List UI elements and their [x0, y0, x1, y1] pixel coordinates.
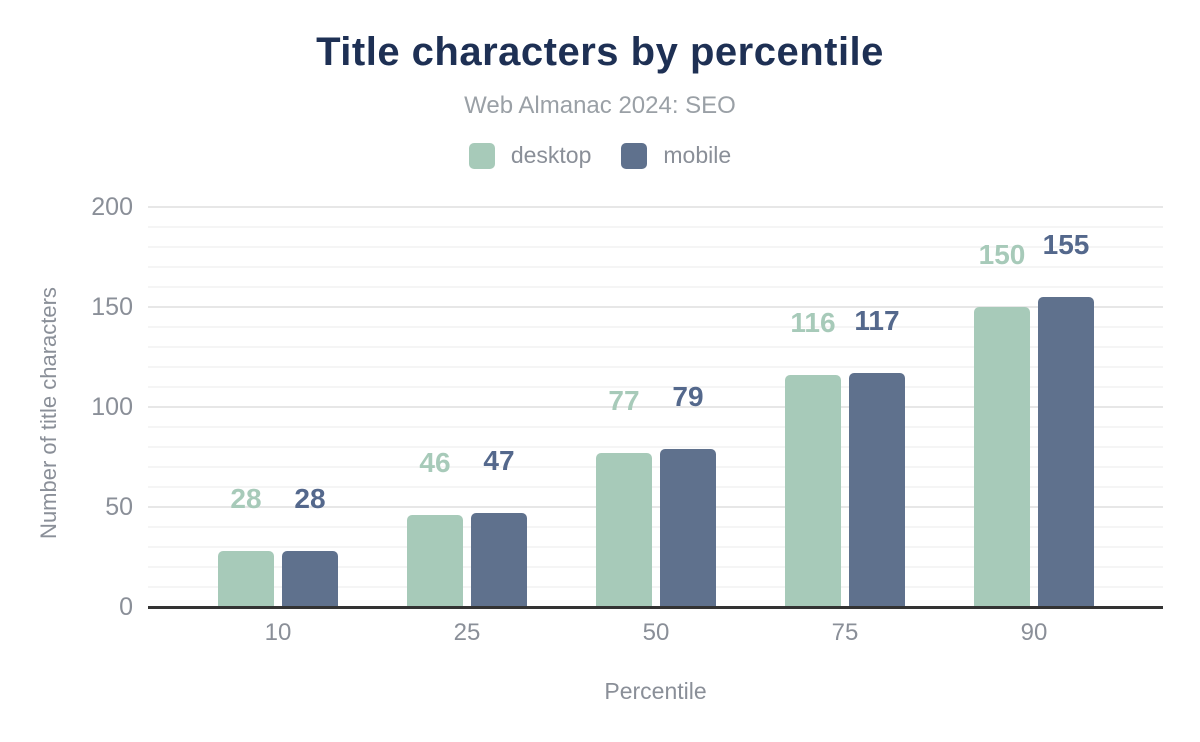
- y-tick-label-0: 0: [119, 593, 133, 621]
- minor-gridline-160: [148, 286, 1163, 288]
- bar-label-desktop-25: 46: [419, 447, 451, 478]
- bar-mobile-50: [660, 449, 716, 607]
- bar-label-mobile-50: 79: [672, 381, 704, 412]
- bar-desktop-10: [218, 551, 274, 607]
- minor-gridline-20: [148, 566, 1163, 568]
- bar-desktop-50: [596, 453, 652, 607]
- bar-label-mobile-25: 47: [483, 445, 515, 476]
- x-tick-label-75: 75: [831, 619, 859, 646]
- x-tick-label-10: 10: [264, 619, 292, 646]
- minor-gridline-170: [148, 266, 1163, 268]
- major-gridline-150: [148, 306, 1163, 308]
- bar-mobile-90: [1038, 297, 1094, 607]
- y-tick-label-200: 200: [91, 193, 133, 221]
- y-tick-label-50: 50: [105, 493, 133, 521]
- minor-gridline-60: [148, 486, 1163, 488]
- chart-subtitle: Web Almanac 2024: SEO: [464, 92, 736, 119]
- minor-gridline-120: [148, 366, 1163, 368]
- legend-item-desktop: desktop: [468, 142, 592, 169]
- x-axis-title: Percentile: [604, 678, 707, 704]
- plot-area: 28 28 10 46 47 25 77 79 50 116 117 75 150 155 90: [148, 200, 1163, 742]
- minor-gridline-180: [148, 246, 1163, 248]
- x-tick-label-90: 90: [1020, 619, 1048, 646]
- bar-desktop-75: [785, 375, 841, 607]
- bar-label-mobile-10: 28: [294, 483, 326, 514]
- minor-gridline-10: [148, 586, 1163, 588]
- bar-mobile-10: [282, 551, 338, 607]
- major-gridline-200: [148, 206, 1163, 208]
- bar-mobile-75: [849, 373, 905, 607]
- x-tick-label-25: 25: [453, 619, 481, 646]
- x-tick-label-50: 50: [642, 619, 670, 646]
- legend-swatch-desktop: [468, 142, 495, 169]
- bar-mobile-25: [471, 513, 527, 607]
- minor-gridline-80: [148, 446, 1163, 448]
- bar-label-mobile-75: 117: [854, 305, 900, 336]
- chart-legend: desktop mobile: [0, 142, 1200, 169]
- minor-gridline-190: [148, 226, 1163, 228]
- minor-gridline-30: [148, 546, 1163, 548]
- y-tick-label-150: 150: [91, 293, 133, 321]
- bar-label-desktop-10: 28: [230, 483, 262, 514]
- legend-swatch-mobile: [621, 142, 648, 169]
- major-gridline-100: [148, 406, 1163, 408]
- major-gridline-50: [148, 506, 1163, 508]
- bar-label-desktop-90: 150: [978, 239, 1026, 270]
- bar-label-desktop-50: 77: [608, 385, 640, 416]
- minor-gridline-140: [148, 326, 1163, 328]
- legend-label-mobile: mobile: [663, 142, 732, 168]
- minor-gridline-90: [148, 426, 1163, 428]
- bar-label-mobile-90: 155: [1042, 229, 1090, 260]
- minor-gridline-110: [148, 386, 1163, 388]
- legend-item-mobile: mobile: [621, 142, 731, 169]
- x-axis-line: [148, 606, 1163, 609]
- legend-label-desktop: desktop: [510, 142, 592, 168]
- y-tick-label-100: 100: [91, 393, 133, 421]
- bar-label-desktop-75: 116: [790, 307, 836, 338]
- minor-gridline-40: [148, 526, 1163, 528]
- minor-gridline-70: [148, 466, 1163, 468]
- chart-title: Title characters by percentile: [316, 30, 884, 74]
- bar-desktop-90: [974, 307, 1030, 607]
- minor-gridline-130: [148, 346, 1163, 348]
- bar-desktop-25: [407, 515, 463, 607]
